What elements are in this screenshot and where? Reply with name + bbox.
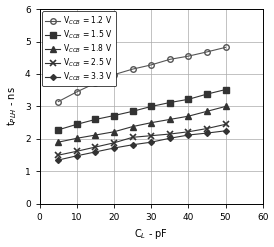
V$_{CCB}$ = 2.5 V [57, 154, 60, 157]
V$_{CCB}$ = 3.3 V [94, 150, 97, 153]
V$_{CCB}$ = 2.5 V [150, 134, 153, 137]
V$_{CCB}$ = 1.2 V [150, 63, 153, 66]
Line: V$_{CCB}$ = 2.5 V: V$_{CCB}$ = 2.5 V [55, 121, 229, 159]
V$_{CCB}$ = 1.2 V [224, 46, 227, 49]
V$_{CCB}$ = 1.2 V [131, 68, 134, 71]
X-axis label: C$_L$ - pF: C$_L$ - pF [134, 227, 168, 242]
V$_{CCB}$ = 1.2 V [94, 82, 97, 84]
V$_{CCB}$ = 1.5 V [94, 118, 97, 121]
V$_{CCB}$ = 1.5 V [187, 98, 190, 101]
V$_{CCB}$ = 3.3 V [168, 137, 172, 140]
V$_{CCB}$ = 1.2 V [75, 90, 78, 93]
V$_{CCB}$ = 1.8 V [112, 130, 116, 133]
V$_{CCB}$ = 3.3 V [57, 159, 60, 162]
V$_{CCB}$ = 2.5 V [224, 123, 227, 126]
V$_{CCB}$ = 1.5 V [57, 128, 60, 131]
V$_{CCB}$ = 1.5 V [112, 114, 116, 117]
V$_{CCB}$ = 2.5 V [112, 141, 116, 144]
V$_{CCB}$ = 3.3 V [187, 134, 190, 137]
V$_{CCB}$ = 1.8 V [75, 137, 78, 140]
V$_{CCB}$ = 1.5 V [205, 93, 209, 96]
V$_{CCB}$ = 1.8 V [205, 110, 209, 113]
V$_{CCB}$ = 1.8 V [187, 115, 190, 118]
V$_{CCB}$ = 2.5 V [94, 145, 97, 148]
V$_{CCB}$ = 1.8 V [94, 134, 97, 137]
V$_{CCB}$ = 1.5 V [168, 101, 172, 104]
V$_{CCB}$ = 1.8 V [168, 118, 172, 121]
Legend: V$_{CCB}$ = 1.2 V, V$_{CCB}$ = 1.5 V, V$_{CCB}$ = 1.8 V, V$_{CCB}$ = 2.5 V, V$_{: V$_{CCB}$ = 1.2 V, V$_{CCB}$ = 1.5 V, V$… [42, 11, 116, 86]
V$_{CCB}$ = 1.5 V [224, 88, 227, 91]
V$_{CCB}$ = 3.3 V [112, 146, 116, 149]
Line: V$_{CCB}$ = 1.5 V: V$_{CCB}$ = 1.5 V [56, 87, 228, 133]
V$_{CCB}$ = 1.2 V [187, 55, 190, 58]
V$_{CCB}$ = 3.3 V [75, 154, 78, 157]
V$_{CCB}$ = 1.8 V [224, 105, 227, 108]
V$_{CCB}$ = 1.8 V [57, 141, 60, 144]
V$_{CCB}$ = 1.5 V [150, 105, 153, 108]
Line: V$_{CCB}$ = 1.8 V: V$_{CCB}$ = 1.8 V [56, 104, 228, 145]
Line: V$_{CCB}$ = 1.2 V: V$_{CCB}$ = 1.2 V [56, 45, 228, 104]
V$_{CCB}$ = 1.8 V [131, 125, 134, 128]
V$_{CCB}$ = 2.5 V [75, 150, 78, 153]
V$_{CCB}$ = 3.3 V [150, 141, 153, 144]
V$_{CCB}$ = 2.5 V [187, 130, 190, 133]
V$_{CCB}$ = 2.5 V [131, 136, 134, 139]
V$_{CCB}$ = 1.2 V [112, 73, 116, 76]
Line: V$_{CCB}$ = 3.3 V: V$_{CCB}$ = 3.3 V [56, 129, 228, 162]
V$_{CCB}$ = 3.3 V [205, 132, 209, 135]
V$_{CCB}$ = 1.5 V [75, 123, 78, 126]
V$_{CCB}$ = 1.2 V [205, 50, 209, 53]
V$_{CCB}$ = 3.3 V [131, 143, 134, 146]
Y-axis label: t$_{PLH}$ - ns: t$_{PLH}$ - ns [5, 86, 19, 126]
V$_{CCB}$ = 1.2 V [57, 100, 60, 103]
V$_{CCB}$ = 1.8 V [150, 121, 153, 124]
V$_{CCB}$ = 2.5 V [168, 133, 172, 136]
V$_{CCB}$ = 2.5 V [205, 127, 209, 130]
V$_{CCB}$ = 3.3 V [224, 129, 227, 132]
V$_{CCB}$ = 1.5 V [131, 110, 134, 113]
V$_{CCB}$ = 1.2 V [168, 58, 172, 61]
